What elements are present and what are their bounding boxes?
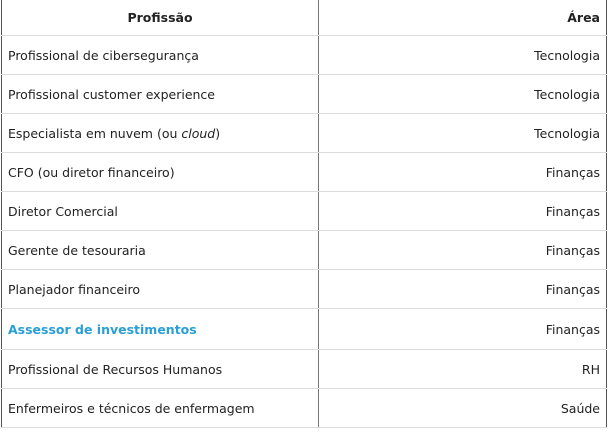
cell-profissao: Profissional de Recursos Humanos xyxy=(1,349,319,389)
cell-profissao: Diretor Comercial xyxy=(1,191,319,231)
cell-area: Tecnologia xyxy=(318,35,607,75)
profession-table: Profissão Área Profissional de cibersegu… xyxy=(1,0,607,428)
cell-profissao: Gerente de tesouraria xyxy=(1,230,319,270)
header-area: Área xyxy=(318,0,607,36)
profissao-text: Especialista em nuvem (ou xyxy=(8,125,182,141)
cell-area: Finanças xyxy=(318,191,607,231)
cell-profissao: Especialista em nuvem (ou cloud) xyxy=(1,113,319,153)
cell-profissao: Profissional customer experience xyxy=(1,74,319,114)
table-row: Profissional customer experience Tecnolog… xyxy=(1,74,607,114)
cell-profissao: Profissional de cibersegurança xyxy=(1,35,319,75)
table-row: Enfermeiros e técnicos de enfermagem Saúd… xyxy=(1,388,607,428)
table-row: Assessor de investimentos Finanças xyxy=(1,308,607,350)
cell-profissao: CFO (ou diretor financeiro) xyxy=(1,152,319,192)
table-row: Planejador financeiro Finanças xyxy=(1,269,607,309)
table-header-row: Profissão Área xyxy=(1,0,607,36)
cell-profissao: Enfermeiros e técnicos de enfermagem xyxy=(1,388,319,428)
table-row: Profissional de Recursos Humanos RH xyxy=(1,349,607,389)
cell-area: Tecnologia xyxy=(318,74,607,114)
cell-area: Finanças xyxy=(318,230,607,270)
cell-area: Finanças xyxy=(318,308,607,350)
table-row: CFO (ou diretor financeiro) Finanças xyxy=(1,152,607,192)
table-row: Gerente de tesouraria Finanças xyxy=(1,230,607,270)
cell-area: RH xyxy=(318,349,607,389)
cell-area: Tecnologia xyxy=(318,113,607,153)
table-row: Profissional de cibersegurança Tecnologia xyxy=(1,35,607,75)
cell-profissao: Planejador financeiro xyxy=(1,269,319,309)
table-row: Especialista em nuvem (ou cloud) Tecnolog… xyxy=(1,113,607,153)
header-profissao: Profissão xyxy=(1,0,319,36)
assessor-investimentos-link[interactable]: Assessor de investimentos xyxy=(8,321,197,337)
profissao-italic: cloud xyxy=(181,125,216,141)
cell-area: Saúde xyxy=(318,388,607,428)
table-row: Diretor Comercial Finanças xyxy=(1,191,607,231)
cell-area: Finanças xyxy=(318,269,607,309)
profissao-end: ) xyxy=(215,125,221,141)
cell-area: Finanças xyxy=(318,152,607,192)
cell-profissao: Assessor de investimentos xyxy=(1,308,319,350)
